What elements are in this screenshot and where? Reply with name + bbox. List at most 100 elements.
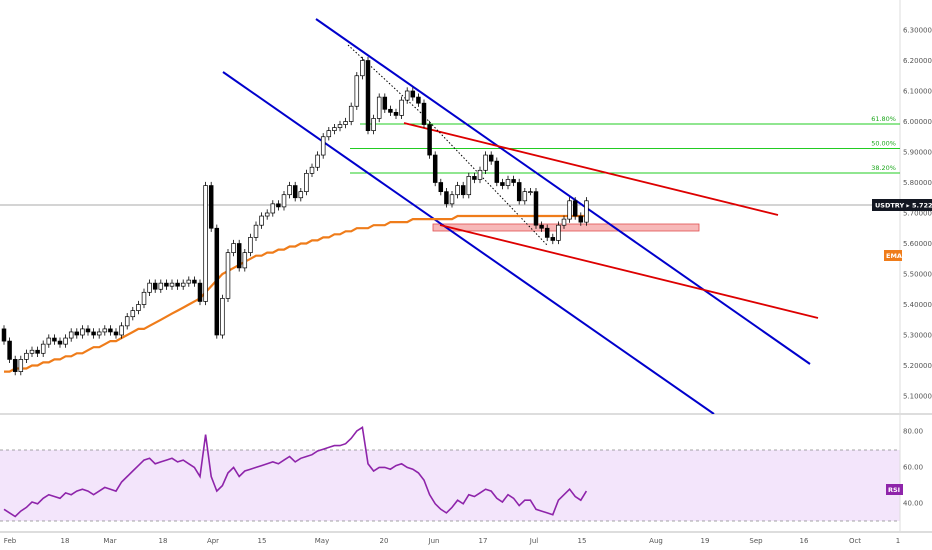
- candle-body: [192, 279, 197, 284]
- price-tag: [872, 199, 932, 211]
- candle-body: [550, 237, 556, 241]
- candle-body: [152, 282, 158, 290]
- candle-body: [63, 337, 68, 345]
- candle-body: [1, 328, 7, 342]
- candle-body: [572, 200, 578, 217]
- time-axis-tick: Oct: [849, 537, 861, 545]
- candle-body: [399, 99, 404, 116]
- ema-tag-text: EMA: [886, 252, 902, 260]
- candle-body: [225, 252, 231, 299]
- candle-body: [130, 310, 136, 318]
- candle-body: [393, 111, 399, 116]
- candle-body: [180, 282, 186, 287]
- candle-body: [169, 282, 175, 287]
- candle-body: [522, 191, 528, 202]
- candle-body: [556, 224, 561, 241]
- candle-body: [309, 166, 315, 174]
- candle-body: [242, 252, 248, 269]
- candle-body: [472, 176, 477, 180]
- price-axis-tick: 5.70000: [903, 210, 932, 218]
- candle-body: [40, 343, 46, 354]
- time-axis-tick: 19: [701, 537, 710, 545]
- candle-body: [136, 304, 141, 311]
- candle-body: [175, 282, 180, 287]
- candle-body: [371, 118, 376, 131]
- candle-body: [7, 340, 12, 360]
- time-axis-tick: 15: [258, 537, 267, 545]
- candle-body: [460, 185, 466, 196]
- candle-body: [80, 328, 85, 336]
- candle-body: [298, 191, 304, 199]
- candle-body: [304, 173, 309, 193]
- price-axis-tick: 6.10000: [903, 88, 932, 96]
- time-axis-tick: 20: [380, 537, 389, 545]
- channel-upper-line[interactable]: [315, 18, 811, 365]
- candle-body: [421, 102, 427, 125]
- fib-label-382: 38.20%: [871, 164, 896, 172]
- rsi-axis-tick: 80.00: [903, 428, 923, 436]
- price-axis-tick: 5.20000: [903, 362, 932, 370]
- candles-group: [1, 56, 589, 376]
- symbol-label: USDTRY: [875, 202, 904, 210]
- candle-body: [259, 215, 264, 226]
- support-trendline[interactable]: [439, 224, 819, 319]
- time-axis-tick: May: [315, 537, 329, 545]
- rsi-tag-text: RSI: [888, 486, 900, 494]
- rsi-tag: [886, 484, 903, 495]
- rsi-line: [3, 426, 588, 518]
- candle-body: [578, 215, 584, 223]
- time-axis-tick: 17: [479, 537, 488, 545]
- candle-body: [432, 154, 438, 183]
- candle-body: [505, 179, 511, 186]
- candle-body: [281, 194, 287, 208]
- candle-body: [113, 331, 119, 336]
- candle-body: [124, 316, 130, 327]
- candle-body: [197, 282, 203, 302]
- candle-body: [427, 124, 432, 156]
- candle-body: [494, 160, 500, 183]
- current-price-value: 5.72285: [912, 202, 932, 210]
- candle-body: [348, 105, 354, 122]
- candle-body: [584, 200, 589, 223]
- candle-body: [203, 185, 208, 302]
- candle-body: [449, 194, 455, 205]
- candle-body: [455, 185, 460, 196]
- rsi-axis-tick: 60.00: [903, 464, 923, 472]
- candle-body: [57, 340, 63, 345]
- candle-body: [91, 331, 96, 336]
- candle-body: [516, 182, 522, 202]
- resistance-trendline[interactable]: [403, 122, 779, 216]
- candle-body: [276, 203, 281, 208]
- candle-body: [35, 349, 40, 354]
- candle-body: [567, 200, 572, 220]
- time-axis-tick: Feb: [4, 537, 17, 545]
- candle-body: [332, 127, 337, 131]
- candle-body: [96, 331, 102, 336]
- price-axis-tick: 5.30000: [903, 332, 932, 340]
- time-axis-tick: 15: [578, 537, 587, 545]
- candle-body: [438, 182, 444, 192]
- price-axis-tick: 6.00000: [903, 118, 932, 126]
- price-axis-tick: 5.80000: [903, 179, 932, 187]
- price-axis-tick: 5.10000: [903, 393, 932, 401]
- candle-body: [18, 359, 24, 372]
- candle-body: [102, 328, 108, 333]
- time-axis-tick: Jul: [529, 537, 539, 545]
- candle-body: [382, 96, 388, 110]
- candle-body: [561, 218, 567, 226]
- candle-body: [500, 182, 505, 186]
- candle-body: [12, 359, 18, 372]
- candle-body: [477, 169, 483, 180]
- candle-body: [186, 279, 192, 284]
- candle-body: [164, 282, 169, 287]
- time-axis-tick: Jun: [428, 537, 440, 545]
- candle-body: [320, 136, 326, 156]
- candle-body: [141, 291, 147, 305]
- time-axis-tick: Mar: [103, 537, 116, 545]
- candle-body: [147, 282, 152, 293]
- candle-body: [326, 130, 332, 138]
- candle-body: [85, 328, 91, 333]
- candle-body: [119, 325, 124, 336]
- channel-lower-line[interactable]: [222, 71, 715, 414]
